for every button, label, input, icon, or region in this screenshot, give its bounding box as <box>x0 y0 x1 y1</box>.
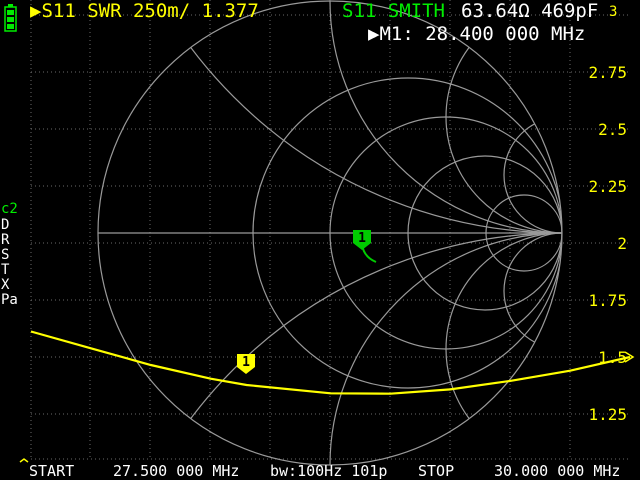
marker-1-swr[interactable]: 1 <box>236 353 256 375</box>
side-letter-d: D <box>1 217 10 233</box>
swr-reference-tick <box>624 351 635 363</box>
side-letter-r: R <box>1 232 10 248</box>
swr-scale-label: 2.25 <box>588 177 627 196</box>
start-tick <box>19 458 29 463</box>
swr-scale-label: 1.75 <box>588 291 627 310</box>
stop-frequency[interactable]: 30.000 000 MHz <box>494 462 621 480</box>
trace1-readout[interactable]: ▶S11 SWR 250m/ 1.377 <box>30 0 259 22</box>
swr-scale-label: 2.5 <box>598 120 627 139</box>
bandwidth-points[interactable]: bw:100Hz 101p <box>270 462 388 480</box>
stop-label[interactable]: STOP <box>418 462 455 480</box>
start-label[interactable]: START <box>29 462 75 480</box>
swr-scale-label: 2 <box>617 234 627 253</box>
marker-readout[interactable]: ▶M1: 28.400 000 MHz <box>368 23 586 45</box>
marker-1-swr-label: 1 <box>242 355 250 370</box>
rect-grid <box>30 0 630 460</box>
side-letter-s: S <box>1 247 10 263</box>
start-frequency[interactable]: 27.500 000 MHz <box>113 462 240 480</box>
smith-grid <box>97 0 563 466</box>
side-letter-pa: Pa <box>1 292 18 308</box>
swr-scale-label: 1.25 <box>588 405 627 424</box>
trace-index: 3 <box>609 4 618 20</box>
side-letter-t: T <box>1 262 10 278</box>
channel-label: c2 <box>1 201 18 217</box>
side-letter-x: X <box>1 277 10 293</box>
swr-scale-label: 2.75 <box>588 63 627 82</box>
trace2-format-label[interactable]: S11 SMITH <box>342 0 445 22</box>
marker-1-smith-label: 1 <box>358 231 366 246</box>
swr-scale-label: 1.5 <box>598 348 627 367</box>
swr-trace-line <box>30 330 631 395</box>
battery-icon <box>4 4 17 32</box>
trace2-value: 63.64Ω 469pF <box>461 0 599 22</box>
marker-1-smith[interactable]: 1 <box>352 229 372 251</box>
